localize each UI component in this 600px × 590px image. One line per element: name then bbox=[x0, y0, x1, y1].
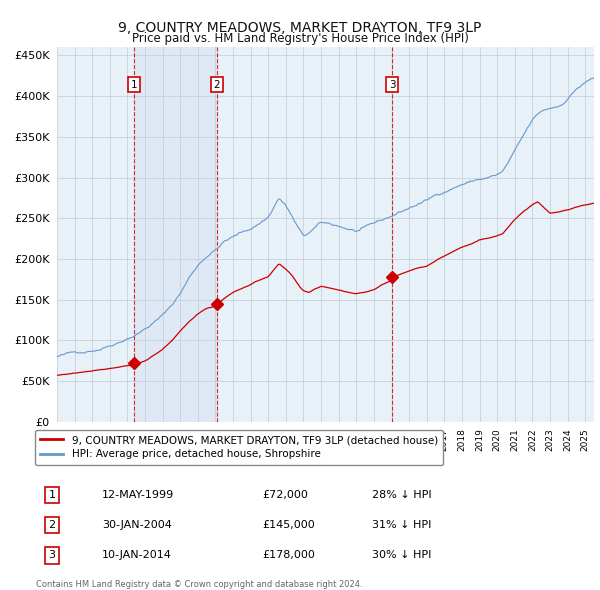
Text: 12-MAY-1999: 12-MAY-1999 bbox=[102, 490, 174, 500]
Bar bbox=[134, 47, 217, 422]
Text: 1: 1 bbox=[131, 80, 137, 90]
Text: Contains HM Land Registry data © Crown copyright and database right 2024.
This d: Contains HM Land Registry data © Crown c… bbox=[35, 580, 362, 590]
Text: 10-JAN-2014: 10-JAN-2014 bbox=[102, 550, 172, 560]
Text: £72,000: £72,000 bbox=[262, 490, 308, 500]
Text: 3: 3 bbox=[49, 550, 56, 560]
Text: 2: 2 bbox=[49, 520, 56, 530]
Text: 2: 2 bbox=[214, 80, 220, 90]
Text: Price paid vs. HM Land Registry's House Price Index (HPI): Price paid vs. HM Land Registry's House … bbox=[131, 32, 469, 45]
Text: £178,000: £178,000 bbox=[262, 550, 315, 560]
Text: 28% ↓ HPI: 28% ↓ HPI bbox=[372, 490, 432, 500]
Legend: 9, COUNTRY MEADOWS, MARKET DRAYTON, TF9 3LP (detached house), HPI: Average price: 9, COUNTRY MEADOWS, MARKET DRAYTON, TF9 … bbox=[35, 430, 443, 464]
Text: 9, COUNTRY MEADOWS, MARKET DRAYTON, TF9 3LP: 9, COUNTRY MEADOWS, MARKET DRAYTON, TF9 … bbox=[118, 21, 482, 35]
Text: 3: 3 bbox=[389, 80, 395, 90]
Text: 30% ↓ HPI: 30% ↓ HPI bbox=[372, 550, 431, 560]
Text: £145,000: £145,000 bbox=[262, 520, 314, 530]
Text: 31% ↓ HPI: 31% ↓ HPI bbox=[372, 520, 431, 530]
Text: 30-JAN-2004: 30-JAN-2004 bbox=[102, 520, 172, 530]
Text: 1: 1 bbox=[49, 490, 56, 500]
